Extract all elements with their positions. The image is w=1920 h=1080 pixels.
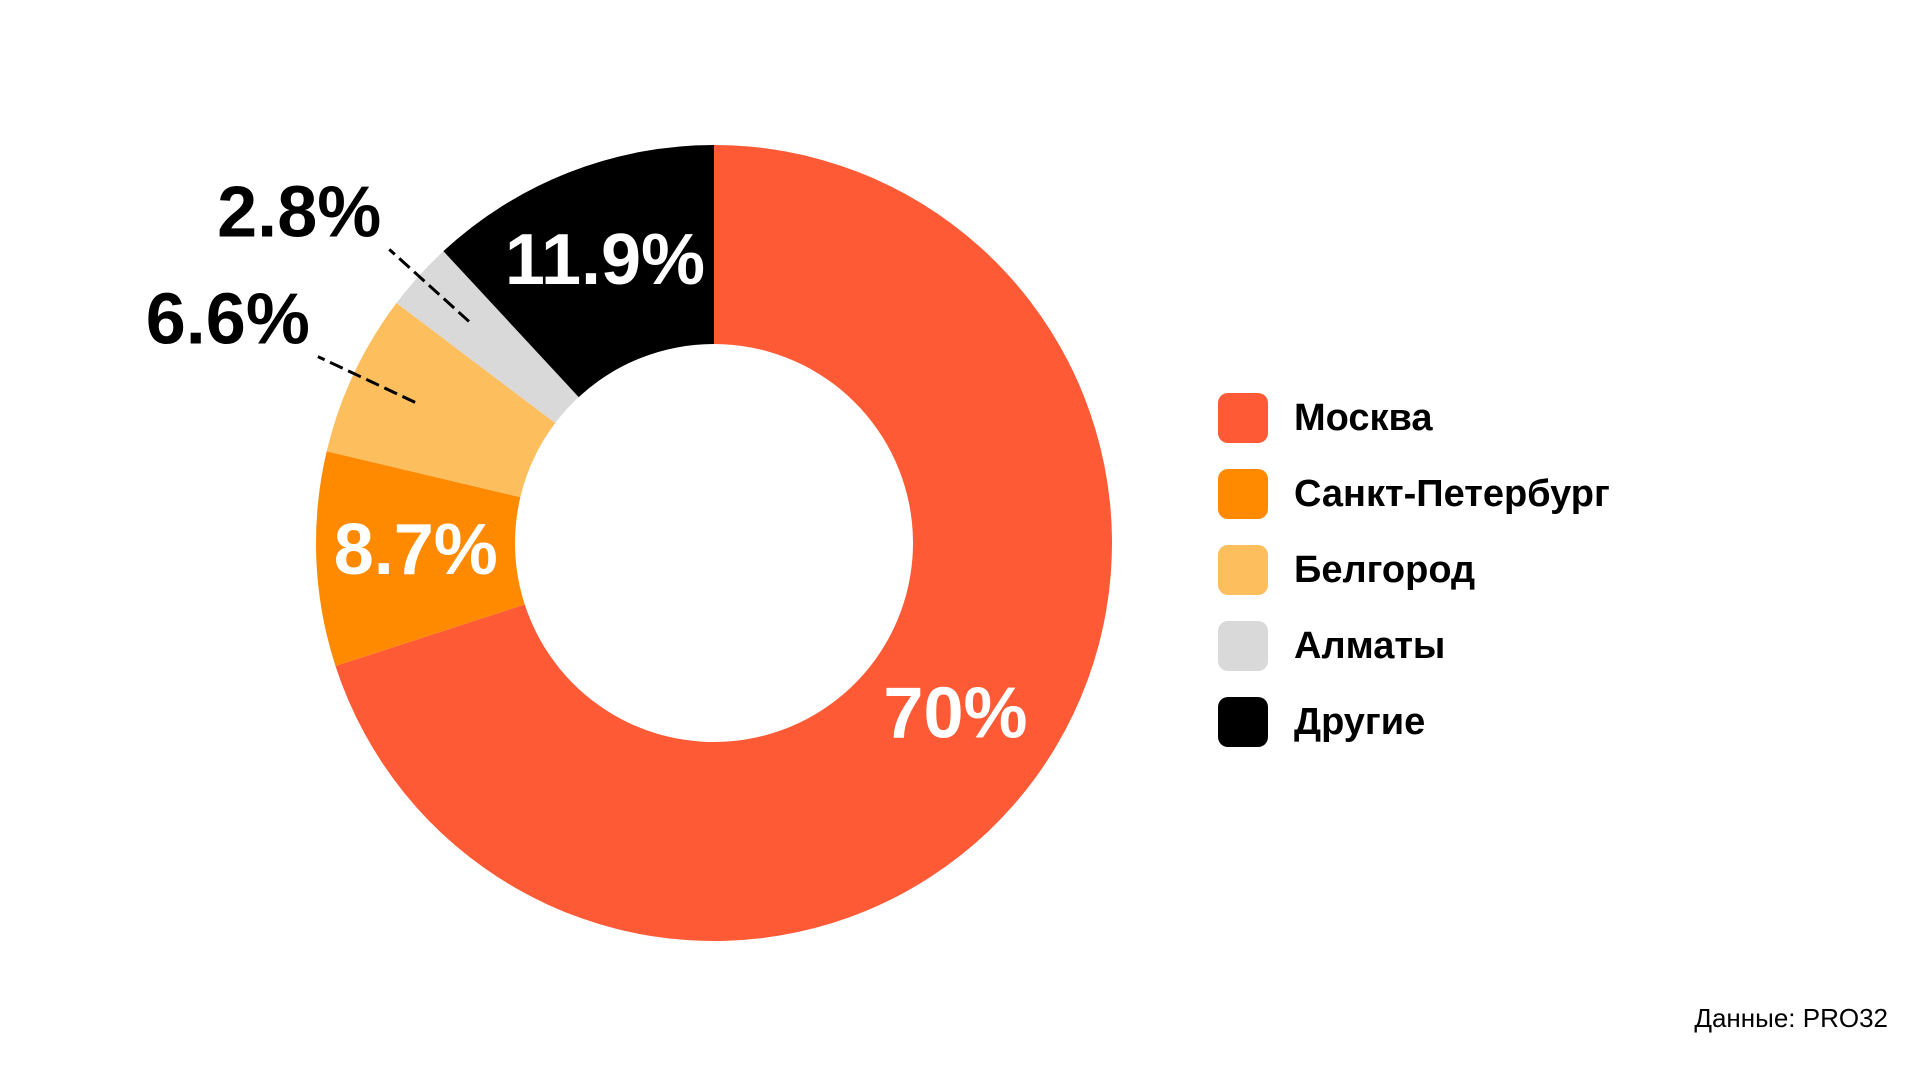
legend-swatch	[1218, 393, 1268, 443]
slice	[443, 145, 714, 398]
legend-label: Алматы	[1294, 625, 1445, 667]
legend-label: Белгород	[1294, 549, 1475, 591]
value-label: 8.7%	[334, 510, 498, 590]
legend-label: Москва	[1294, 397, 1433, 439]
slice	[335, 145, 1112, 941]
leader-line	[317, 355, 416, 404]
legend-swatch	[1218, 621, 1268, 671]
leader-line	[388, 248, 470, 323]
legend-label: Санкт-Петербург	[1294, 473, 1610, 515]
slice	[326, 303, 556, 498]
value-label: 2.8%	[217, 172, 381, 252]
value-label: 6.6%	[146, 280, 310, 360]
legend-swatch	[1218, 469, 1268, 519]
value-label: 70%	[883, 673, 1027, 753]
source-note: Данные: PRO32	[1694, 1003, 1888, 1033]
legend-label: Другие	[1294, 701, 1425, 743]
slice	[396, 251, 579, 424]
legend-swatch	[1218, 545, 1268, 595]
slice	[316, 451, 525, 666]
legend-swatch	[1218, 697, 1268, 747]
value-label: 11.9%	[505, 220, 705, 300]
